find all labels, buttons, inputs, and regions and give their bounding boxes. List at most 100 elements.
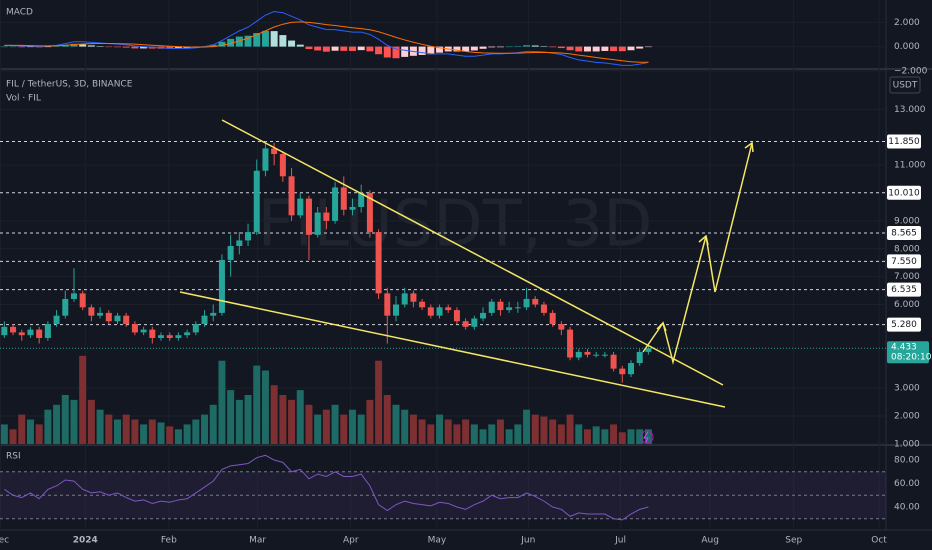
volume-bar [288, 399, 296, 444]
x-tick-label: Dec [0, 536, 9, 546]
volume-bar [44, 409, 52, 444]
y-tick-label: 0.000 [894, 42, 920, 52]
candle-body [471, 318, 478, 327]
volume-bar [575, 424, 583, 444]
histogram-bar [383, 46, 391, 58]
histogram-bar [540, 46, 548, 47]
histogram-bar [296, 44, 304, 47]
candle-body [114, 315, 121, 322]
candle-body [453, 310, 460, 322]
event-icon[interactable] [640, 430, 654, 444]
y-tick-label: 2.000 [894, 412, 920, 422]
chart-subtitle: Vol · FIL [6, 94, 41, 104]
candle-body [558, 324, 565, 330]
volume-bar [583, 429, 591, 444]
histogram-bar [505, 46, 513, 48]
histogram-bar [174, 46, 182, 49]
price-level-label: 11.850 [888, 137, 920, 147]
histogram-bar [523, 45, 531, 47]
volume-bar [61, 395, 69, 444]
candle-body [88, 307, 95, 316]
candle-body [610, 354, 617, 369]
volume-bar [235, 399, 243, 444]
price-level-box [887, 185, 921, 200]
candle-body [245, 232, 252, 241]
candle-body [410, 293, 417, 302]
histogram-bar [105, 46, 113, 48]
candle-body [375, 232, 382, 294]
candle-body [636, 351, 643, 364]
histogram-bar [575, 46, 583, 52]
volume-bar [70, 399, 78, 444]
candle-body [70, 293, 77, 299]
volume-bar [601, 429, 609, 444]
candle-body [601, 354, 608, 356]
candle-body [540, 304, 547, 313]
candle-body [184, 332, 191, 336]
histogram-bar [26, 46, 34, 48]
candle-body [158, 335, 165, 338]
histogram-bar [488, 46, 496, 48]
volume-bar [96, 409, 104, 444]
volume-bar [253, 365, 261, 444]
x-tick-label: Oct [871, 536, 887, 546]
price-level-label: 10.010 [888, 188, 920, 198]
histogram-bar [375, 46, 383, 55]
y-tick-label: −2.000 [894, 66, 928, 76]
countdown: 08:20:10 [891, 353, 932, 363]
volume-bar [375, 360, 383, 444]
projection-path [642, 142, 753, 365]
volume-bar [409, 414, 417, 444]
x-tick-label: 2024 [73, 536, 98, 546]
volume-bar [592, 426, 600, 444]
histogram-bar [618, 46, 626, 52]
histogram-bar [427, 46, 435, 55]
arrow-head [744, 141, 754, 153]
candle-body [314, 212, 321, 235]
price-level-label: 5.280 [891, 320, 917, 330]
volume-bar [627, 429, 635, 444]
histogram-bar [357, 46, 365, 51]
candle-body [419, 301, 426, 308]
last-price-label: 4.433 [891, 343, 917, 353]
signal-line [4, 21, 649, 63]
candle-body [619, 368, 626, 375]
candle-body [523, 298, 530, 308]
histogram-bar [462, 46, 470, 52]
volume-bar [531, 414, 539, 444]
histogram-bar [531, 45, 539, 47]
volume-bar [427, 424, 435, 444]
candle-body [358, 193, 365, 207]
histogram-bar [87, 45, 95, 47]
volume-bar [557, 424, 565, 444]
event-icon-bolt [643, 431, 649, 443]
candle-body [236, 240, 243, 246]
volume-bar [496, 419, 504, 444]
histogram-bar [418, 46, 426, 55]
histogram-bar [44, 46, 52, 48]
histogram-bar [636, 46, 644, 49]
volume-bar [479, 429, 487, 444]
volume-bar [105, 414, 113, 444]
volume-bar [296, 390, 304, 444]
candle-body [427, 307, 434, 316]
volume-bar [314, 414, 322, 444]
volume-bar [148, 419, 156, 444]
candle-body [593, 354, 600, 356]
candle-body [271, 148, 278, 155]
volume-bar [392, 404, 400, 444]
volume-bar [514, 424, 522, 444]
candle-body [401, 293, 408, 305]
currency-box[interactable] [889, 76, 921, 94]
volume-bar [209, 404, 217, 444]
volume-bar [166, 426, 174, 444]
x-tick-label: Aug [701, 536, 719, 546]
histogram-bar [366, 46, 374, 52]
volume-bar [79, 355, 87, 444]
candle-body [210, 312, 217, 316]
volume-bar [566, 414, 574, 444]
arrow-head [698, 234, 709, 246]
candle-body [549, 312, 556, 325]
candle-body [123, 315, 130, 325]
volume-bar [131, 419, 139, 444]
